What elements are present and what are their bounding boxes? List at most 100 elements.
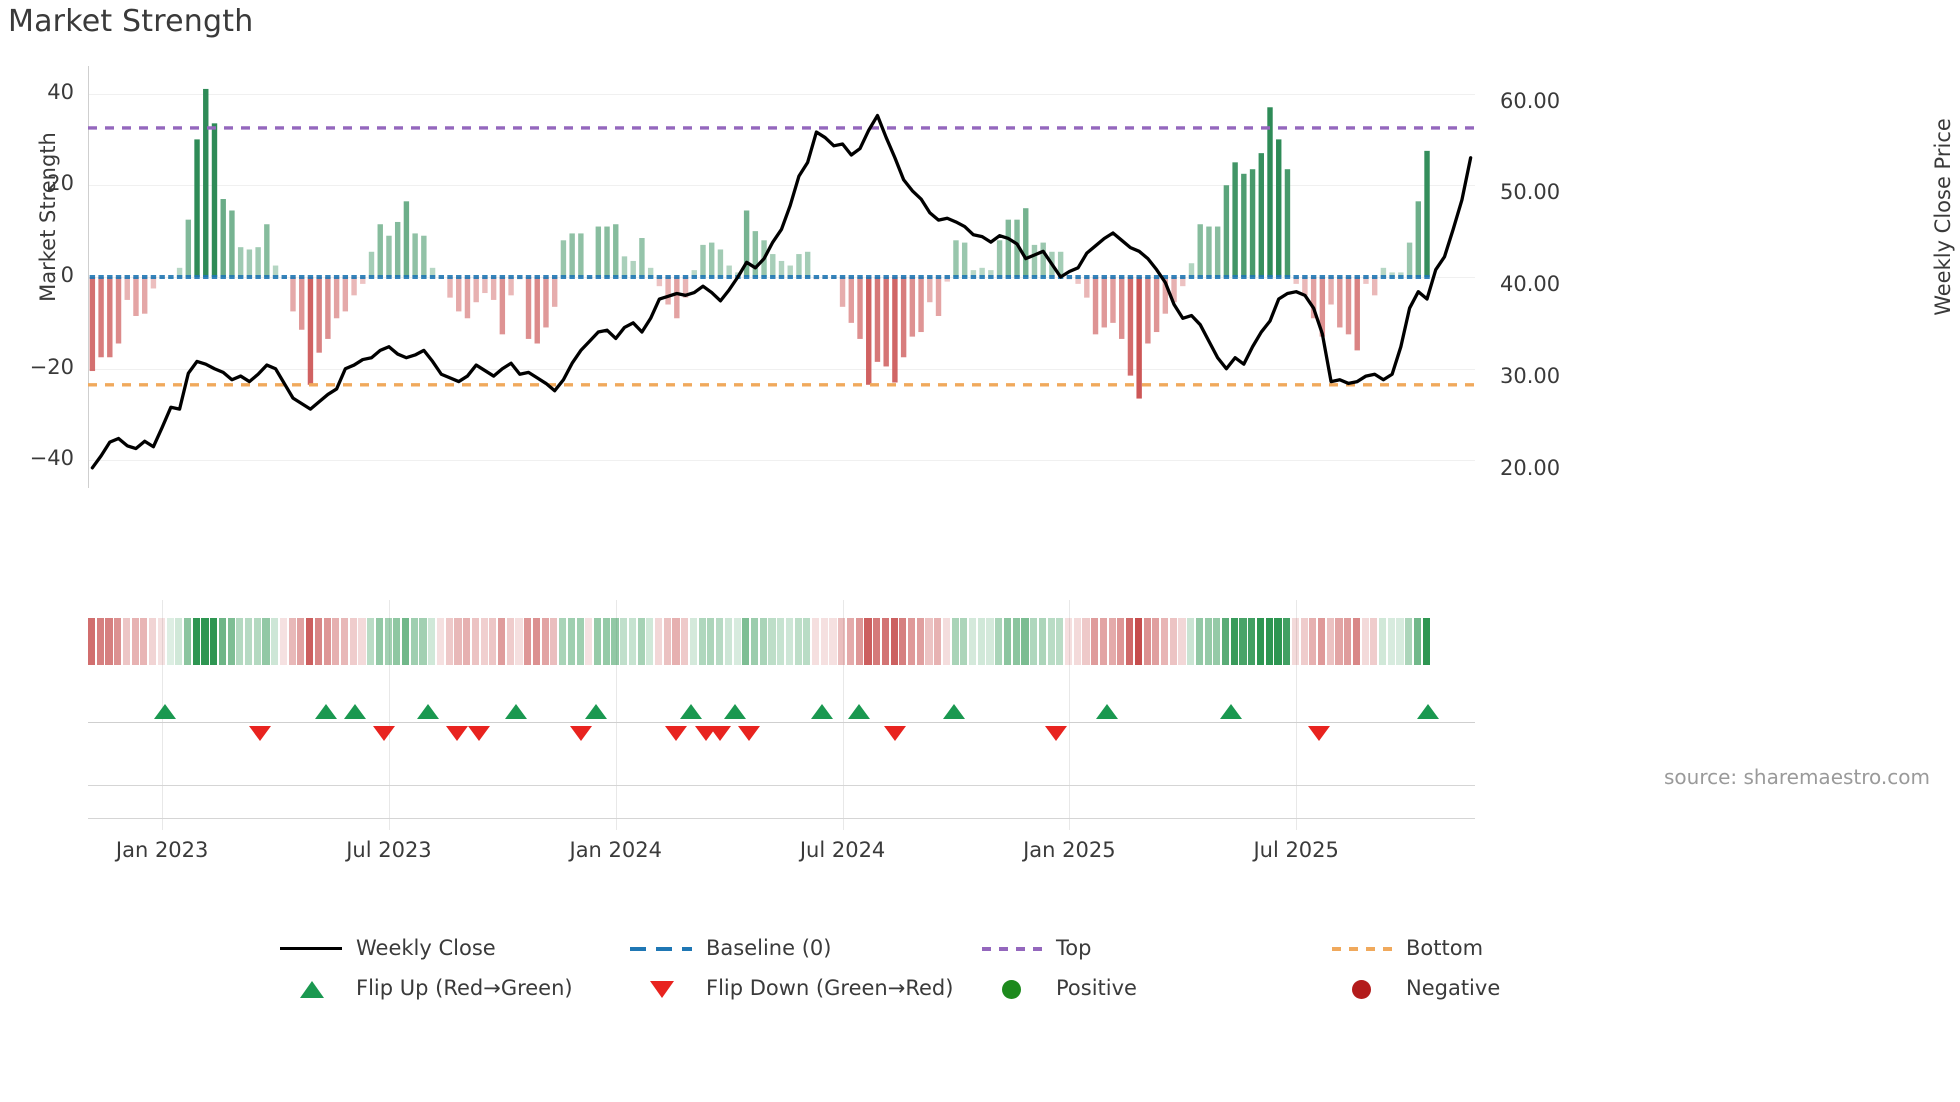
baseline-marker	[1188, 275, 1195, 279]
flip-up-marker[interactable]	[811, 704, 834, 719]
legend-item-negative[interactable]: Negative	[1330, 976, 1680, 1000]
heatmap-cell	[314, 618, 322, 665]
baseline-marker	[796, 275, 802, 279]
baseline-marker	[1276, 275, 1282, 279]
flip-up-marker[interactable]	[585, 704, 608, 719]
baseline-marker	[499, 275, 506, 279]
flip-down-marker[interactable]	[738, 726, 761, 741]
strength-bar	[927, 277, 933, 303]
flip-down-marker[interactable]	[1307, 726, 1330, 741]
legend-item-flip-up[interactable]: Flip Up (Red→Green)	[280, 976, 630, 1000]
heatmap-cell	[1387, 618, 1395, 665]
flip-up-marker[interactable]	[1417, 704, 1440, 719]
strength-bar	[333, 277, 340, 319]
strength-bar	[299, 277, 305, 330]
strength-bar	[543, 277, 549, 328]
baseline-marker	[1031, 275, 1038, 279]
heatmap-cell	[881, 618, 889, 665]
baseline-marker	[456, 275, 462, 279]
flip-up-marker[interactable]	[504, 704, 527, 719]
baseline-marker	[1380, 275, 1387, 279]
heatmap-cell	[768, 618, 776, 665]
strength-bar	[316, 277, 322, 353]
flip-down-marker[interactable]	[665, 726, 688, 741]
strength-bar	[1406, 242, 1413, 277]
baseline-marker	[813, 275, 820, 279]
legend-label: Bottom	[1406, 936, 1484, 960]
page-title: Market Strength	[8, 4, 254, 39]
heatmap-cell	[1038, 618, 1046, 665]
strength-bar	[421, 235, 427, 277]
flip-up-marker[interactable]	[723, 704, 746, 719]
legend-item-weekly-close[interactable]: Weekly Close	[280, 936, 630, 960]
heatmap-cell	[1108, 618, 1116, 665]
strength-bar	[325, 277, 331, 339]
flip-up-marker[interactable]	[154, 704, 177, 719]
baseline-marker	[944, 275, 950, 279]
heatmap-cell	[1021, 618, 1029, 665]
legend-row-1: Weekly Close Baseline (0) Top Bottom	[0, 928, 1960, 968]
flip-down-marker[interactable]	[249, 726, 272, 741]
strength-bar	[229, 210, 235, 277]
heatmap-cell	[183, 618, 192, 665]
legend-label: Negative	[1406, 976, 1501, 1000]
baseline-marker	[1345, 275, 1352, 279]
heatmap-cell	[463, 618, 471, 665]
flip-up-marker[interactable]	[942, 704, 965, 719]
strength-bar	[1101, 277, 1107, 328]
baseline-marker	[700, 275, 706, 279]
strength-bar	[1188, 263, 1195, 277]
flip-up-marker[interactable]	[344, 704, 367, 719]
heatmap-cell	[175, 618, 183, 665]
legend-item-positive[interactable]: Positive	[980, 976, 1330, 1000]
flip-down-marker[interactable]	[446, 726, 469, 741]
flip-down-marker[interactable]	[373, 726, 396, 741]
heatmap-cell	[1082, 618, 1090, 665]
heatmap-cell	[698, 618, 706, 665]
flip-up-marker[interactable]	[1220, 704, 1243, 719]
baseline-marker	[394, 275, 401, 279]
heatmap-cell	[689, 618, 698, 665]
heatmap-cell	[1326, 618, 1334, 665]
baseline-marker	[316, 275, 322, 279]
flip-up-marker[interactable]	[679, 704, 702, 719]
baseline-marker	[438, 275, 444, 279]
baseline-marker	[1014, 275, 1020, 279]
heatmap-cell	[471, 618, 479, 665]
baseline-marker	[1206, 275, 1212, 279]
strength-bar	[970, 270, 977, 277]
legend-item-bottom[interactable]: Bottom	[1330, 936, 1680, 960]
flip-up-marker[interactable]	[417, 704, 440, 719]
legend-item-top[interactable]: Top	[980, 936, 1330, 960]
flip-down-marker[interactable]	[1044, 726, 1067, 741]
heatmap-cell	[306, 618, 314, 665]
heatmap-cell	[140, 618, 148, 665]
strength-bar	[787, 265, 793, 277]
flip-up-marker[interactable]	[847, 704, 870, 719]
heatmap-cell	[393, 618, 401, 665]
flip-up-marker[interactable]	[314, 704, 337, 719]
flip-up-marker[interactable]	[1096, 704, 1119, 719]
baseline-marker	[1005, 275, 1012, 279]
flip-down-marker[interactable]	[709, 726, 732, 741]
baseline-marker	[525, 275, 532, 279]
flip-down-marker[interactable]	[884, 726, 907, 741]
strength-bar	[1354, 277, 1360, 351]
strength-bar	[1180, 277, 1186, 287]
heatmap-cell	[1213, 618, 1221, 665]
baseline-marker	[386, 275, 392, 279]
strength-bar	[220, 199, 226, 277]
heatmap-cell	[541, 618, 549, 665]
strength-bar	[447, 277, 453, 298]
legend-item-baseline[interactable]: Baseline (0)	[630, 936, 980, 960]
strength-bar	[953, 240, 959, 277]
strength-bar	[1162, 277, 1169, 314]
flip-down-marker[interactable]	[468, 726, 491, 741]
baseline-marker	[124, 275, 130, 279]
baseline-marker	[988, 275, 994, 279]
heatmap-cell	[1300, 618, 1308, 665]
legend-item-flip-down[interactable]: Flip Down (Green→Red)	[630, 976, 980, 1000]
strength-bar	[551, 277, 558, 307]
flip-down-marker[interactable]	[570, 726, 593, 741]
strength-bar	[124, 277, 130, 300]
